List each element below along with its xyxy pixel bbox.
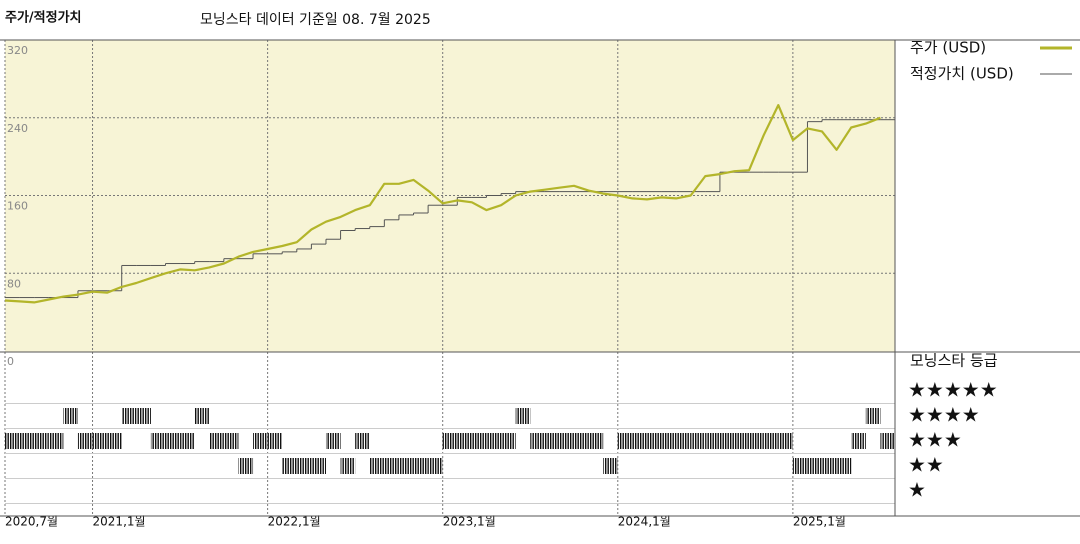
legend-label: 주가 (USD) — [910, 39, 986, 57]
y-tick-label: 320 — [7, 44, 28, 57]
rating-bar — [719, 433, 735, 449]
rating-bar — [209, 433, 224, 449]
rating-bar — [442, 433, 458, 449]
rating-bar — [369, 458, 385, 474]
rating-bar — [48, 433, 64, 449]
rating-bar — [501, 433, 516, 449]
rating-bar — [398, 458, 414, 474]
rating-bar — [253, 433, 268, 449]
rating-bar — [851, 433, 866, 449]
rating-bar — [705, 433, 720, 449]
rating-bar — [267, 433, 283, 449]
rating-bar — [588, 433, 604, 449]
y-tick-label: 160 — [7, 200, 28, 213]
rating-bar — [617, 433, 633, 449]
rating-label: ★★★★★ — [908, 378, 998, 402]
rating-bar — [325, 433, 341, 449]
x-tick-label: 2024,1월 — [618, 515, 671, 529]
rating-bar — [690, 433, 706, 449]
rating-bar — [661, 433, 677, 449]
rating-bar — [136, 408, 151, 424]
rating-bar — [194, 408, 210, 424]
rating-bar — [559, 433, 575, 449]
rating-bar — [632, 433, 647, 449]
rating-bar — [34, 433, 49, 449]
x-tick-label: 2020,7월 — [5, 515, 58, 529]
rating-bar — [574, 433, 589, 449]
rating-bar — [880, 433, 895, 449]
rating-label: ★ — [908, 478, 926, 502]
rating-bar — [5, 433, 20, 449]
price-line — [4, 104, 881, 304]
rating-bar — [384, 458, 399, 474]
rating-bar — [836, 458, 852, 474]
rating-bar — [92, 433, 108, 449]
rating-bar — [471, 433, 487, 449]
rating-bar — [515, 408, 531, 424]
rating-label: ★★★★ — [908, 403, 980, 427]
legend-label: 적정가치 (USD) — [910, 65, 1014, 83]
rating-bar — [792, 458, 808, 474]
rating-bar — [822, 458, 837, 474]
rating-bar — [646, 433, 662, 449]
rating-bar — [63, 408, 78, 424]
rating-bar — [676, 433, 691, 449]
rating-bar — [77, 433, 93, 449]
rating-bar — [778, 433, 793, 449]
rating-bar — [121, 408, 137, 424]
rating-bar — [457, 433, 472, 449]
rating-bar — [223, 433, 239, 449]
rating-bar — [544, 433, 560, 449]
rating-bar — [530, 433, 545, 449]
rating-bar — [180, 433, 195, 449]
rating-bar — [107, 433, 122, 449]
rating-label: ★★ — [908, 453, 944, 477]
y-tick-label: 240 — [7, 122, 28, 135]
rating-bar — [311, 458, 326, 474]
rating-bar — [763, 433, 779, 449]
y-tick-label: 80 — [7, 277, 21, 290]
rating-bar — [165, 433, 181, 449]
x-tick-label: 2022,1월 — [268, 515, 321, 529]
rating-label: ★★★ — [908, 428, 962, 452]
rating-bar — [603, 458, 618, 474]
rating-bar — [413, 458, 429, 474]
rating-bar — [734, 433, 750, 449]
y-tick-label: 0 — [7, 355, 14, 368]
rating-bar — [19, 433, 35, 449]
rating-bar — [749, 433, 764, 449]
rating-bar — [428, 458, 443, 474]
rating-bar — [238, 458, 254, 474]
chart-subtitle: 모닝스타 데이터 기준일 08. 7월 2025 — [200, 12, 431, 28]
rating-bar — [282, 458, 297, 474]
rating-title: 모닝스타 등급 — [910, 352, 998, 370]
rating-bar — [340, 458, 356, 474]
rating-bar — [150, 433, 166, 449]
rating-bar — [355, 433, 370, 449]
x-tick-label: 2021,1월 — [93, 515, 146, 529]
rating-bar — [865, 408, 881, 424]
x-tick-label: 2025,1월 — [793, 515, 846, 529]
rating-bar — [486, 433, 502, 449]
rating-bar — [296, 458, 312, 474]
chart-title: 주가/적정가치 — [5, 10, 82, 26]
rating-bar — [807, 458, 823, 474]
x-tick-label: 2023,1월 — [443, 515, 496, 529]
